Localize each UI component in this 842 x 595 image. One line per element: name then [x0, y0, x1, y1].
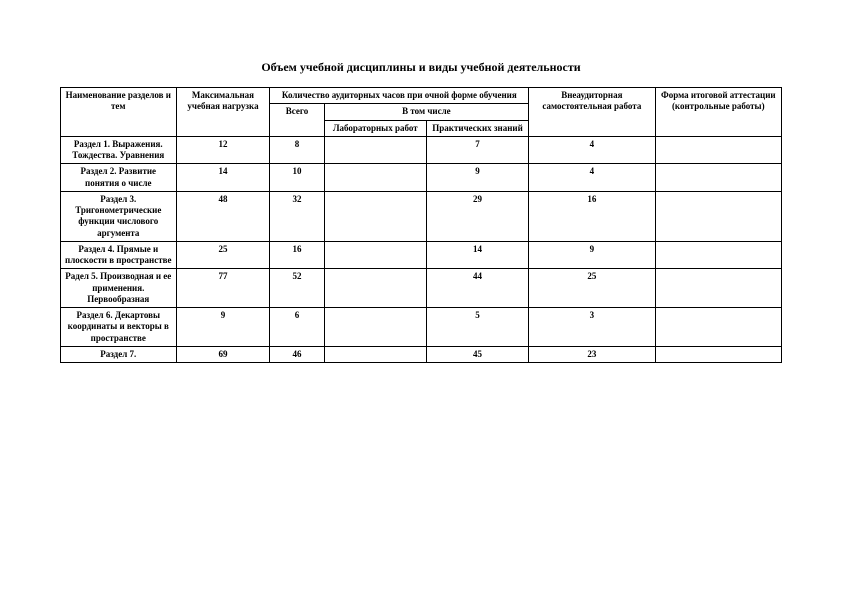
cell-prac: 29 — [426, 191, 528, 241]
cell-total: 52 — [270, 269, 324, 308]
cell-max: 12 — [176, 136, 270, 164]
cell-ext: 4 — [529, 164, 655, 192]
cell-total: 8 — [270, 136, 324, 164]
cell-lab — [324, 164, 426, 192]
cell-lab — [324, 346, 426, 362]
cell-prac: 7 — [426, 136, 528, 164]
cell-total: 46 — [270, 346, 324, 362]
cell-total: 32 — [270, 191, 324, 241]
col-name: Наименование разделов и тем — [61, 88, 177, 137]
cell-ext: 3 — [529, 308, 655, 347]
page-title: Объем учебной дисциплины и виды учебной … — [60, 60, 782, 75]
table-row: Раздел 1. Выражения. Тождества. Уравнени… — [61, 136, 782, 164]
cell-lab — [324, 241, 426, 269]
cell-max: 25 — [176, 241, 270, 269]
cell-lab — [324, 269, 426, 308]
cell-prac: 45 — [426, 346, 528, 362]
table-row: Раздел 4. Прямые и плоскости в пространс… — [61, 241, 782, 269]
col-attestation: Форма итоговой аттестации (контрольные р… — [655, 88, 781, 137]
cell-ext: 4 — [529, 136, 655, 164]
cell-total: 10 — [270, 164, 324, 192]
cell-form — [655, 346, 781, 362]
cell-total: 6 — [270, 308, 324, 347]
col-prac: Практических знаний — [426, 120, 528, 136]
cell-prac: 44 — [426, 269, 528, 308]
cell-lab — [324, 191, 426, 241]
table-row: Раздел 6. Декартовы координаты и векторы… — [61, 308, 782, 347]
cell-form — [655, 164, 781, 192]
cell-lab — [324, 308, 426, 347]
cell-form — [655, 136, 781, 164]
cell-form — [655, 191, 781, 241]
table-header: Наименование разделов и тем Максимальная… — [61, 88, 782, 137]
cell-max: 14 — [176, 164, 270, 192]
cell-max: 9 — [176, 308, 270, 347]
col-extracurricular: Внеаудиторная самостоятельная работа — [529, 88, 655, 137]
cell-ext: 25 — [529, 269, 655, 308]
cell-prac: 9 — [426, 164, 528, 192]
page: Объем учебной дисциплины и виды учебной … — [0, 0, 842, 363]
cell-ext: 16 — [529, 191, 655, 241]
table-row: Раздел 7.6946 4523 — [61, 346, 782, 362]
cell-max: 48 — [176, 191, 270, 241]
cell-ext: 9 — [529, 241, 655, 269]
cell-name: Радел 5. Производная и ее применения. Пе… — [61, 269, 177, 308]
cell-name: Раздел 2. Развитие понятия о числе — [61, 164, 177, 192]
cell-form — [655, 241, 781, 269]
col-total: Всего — [270, 104, 324, 137]
cell-lab — [324, 136, 426, 164]
cell-name: Раздел 3. Тригонометрические функции чис… — [61, 191, 177, 241]
curriculum-table: Наименование разделов и тем Максимальная… — [60, 87, 782, 363]
table-row: Раздел 2. Развитие понятия о числе1410 94 — [61, 164, 782, 192]
cell-name: Раздел 4. Прямые и плоскости в пространс… — [61, 241, 177, 269]
col-lab: Лабораторных работ — [324, 120, 426, 136]
table-row: Раздел 3. Тригонометрические функции чис… — [61, 191, 782, 241]
cell-max: 69 — [176, 346, 270, 362]
cell-name: Раздел 1. Выражения. Тождества. Уравнени… — [61, 136, 177, 164]
cell-total: 16 — [270, 241, 324, 269]
cell-prac: 5 — [426, 308, 528, 347]
cell-ext: 23 — [529, 346, 655, 362]
cell-name: Раздел 6. Декартовы координаты и векторы… — [61, 308, 177, 347]
table-row: Радел 5. Производная и ее применения. Пе… — [61, 269, 782, 308]
cell-prac: 14 — [426, 241, 528, 269]
cell-name: Раздел 7. — [61, 346, 177, 362]
cell-max: 77 — [176, 269, 270, 308]
col-including: В том числе — [324, 104, 529, 120]
col-aud-group: Количество аудиторных часов при очной фо… — [270, 88, 529, 104]
col-max-load: Максимальная учебная нагрузка — [176, 88, 270, 137]
cell-form — [655, 308, 781, 347]
cell-form — [655, 269, 781, 308]
table-body: Раздел 1. Выражения. Тождества. Уравнени… — [61, 136, 782, 362]
